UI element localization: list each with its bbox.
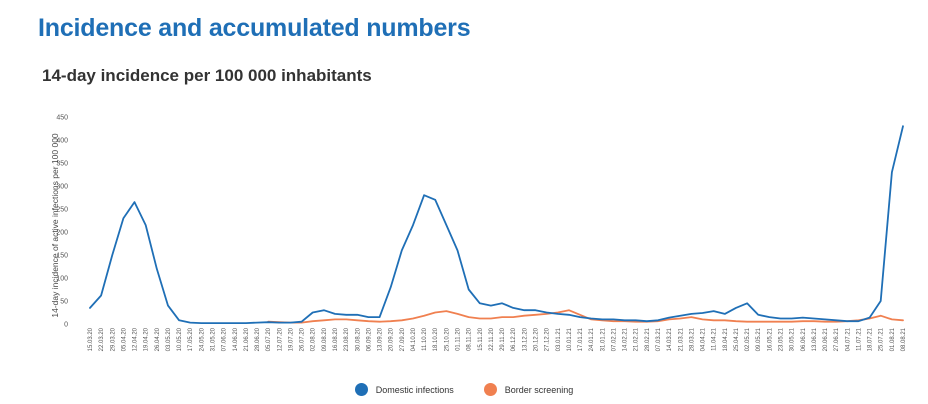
page-title: Incidence and accumulated numbers xyxy=(38,14,471,42)
x-tick-label: 25.04.21 xyxy=(734,327,740,351)
x-tick-label: 05.07.20 xyxy=(266,327,272,351)
x-tick-label: 26.04.20 xyxy=(155,327,161,351)
y-tick-label: 300 xyxy=(56,184,68,191)
y-tick-label: 350 xyxy=(56,161,68,168)
x-tick-label: 24.05.20 xyxy=(199,327,205,351)
y-tick-label: 200 xyxy=(56,230,68,237)
x-tick-label: 08.11.20 xyxy=(467,327,473,351)
x-tick-label: 11.07.21 xyxy=(856,327,862,351)
x-tick-label: 13.06.21 xyxy=(812,327,818,351)
x-tick-label: 14.02.21 xyxy=(623,327,629,351)
x-tick-label: 20.09.20 xyxy=(389,327,395,351)
x-tick-label: 20.06.21 xyxy=(823,327,829,351)
x-tick-label: 30.05.21 xyxy=(790,327,796,351)
x-tick-label: 10.01.21 xyxy=(567,327,573,351)
x-tick-label: 11.10.20 xyxy=(422,327,428,351)
x-tick-label: 19.04.20 xyxy=(144,327,150,351)
x-tick-label: 06.09.20 xyxy=(366,327,372,351)
chart-legend: Domestic infections Border screening xyxy=(0,383,928,396)
x-tick-label: 06.06.21 xyxy=(801,327,807,351)
x-tick-label: 02.08.20 xyxy=(311,327,317,351)
x-tick-label: 22.11.20 xyxy=(489,327,495,351)
y-axis-title: 14-day incidence of active infections pe… xyxy=(50,133,60,318)
x-tick-label: 15.11.20 xyxy=(478,327,484,351)
x-tick-label: 22.03.20 xyxy=(99,327,105,351)
x-tick-label: 11.04.21 xyxy=(712,327,718,351)
y-tick-label: 50 xyxy=(60,299,68,306)
x-tick-label: 03.05.20 xyxy=(166,327,172,351)
x-tick-label: 05.04.20 xyxy=(121,327,127,351)
x-tick-label: 18.07.21 xyxy=(868,327,874,351)
x-tick-label: 17.01.21 xyxy=(578,327,584,351)
x-tick-label: 28.03.21 xyxy=(689,327,695,351)
x-tick-label: 21.02.21 xyxy=(634,327,640,351)
x-tick-label: 02.05.21 xyxy=(745,327,751,351)
x-tick-label: 15.03.20 xyxy=(88,327,94,351)
x-tick-label: 14.03.21 xyxy=(667,327,673,351)
x-tick-label: 30.08.20 xyxy=(355,327,361,351)
x-tick-label: 28.02.21 xyxy=(645,327,651,351)
x-tick-label: 25.10.20 xyxy=(444,327,450,351)
x-tick-label: 12.04.20 xyxy=(133,327,139,351)
x-tick-label: 20.12.20 xyxy=(533,327,539,351)
x-tick-label: 04.04.21 xyxy=(701,327,707,351)
x-tick-label: 18.04.21 xyxy=(723,327,729,351)
x-tick-label: 01.08.21 xyxy=(890,327,896,351)
x-tick-label: 27.09.20 xyxy=(400,327,406,351)
x-tick-label: 31.01.21 xyxy=(600,327,606,351)
x-tick-label: 29.03.20 xyxy=(110,327,116,351)
y-tick-label: 150 xyxy=(56,253,68,260)
x-tick-label: 04.10.20 xyxy=(411,327,417,351)
x-tick-label: 28.06.20 xyxy=(255,327,261,351)
x-tick-label: 09.08.20 xyxy=(322,327,328,351)
series-line-domestic xyxy=(89,125,904,324)
x-tick-label: 25.07.21 xyxy=(879,327,885,351)
x-tick-label: 13.12.20 xyxy=(522,327,528,351)
x-tick-label: 26.07.20 xyxy=(300,327,306,351)
x-tick-label: 21.03.21 xyxy=(678,327,684,351)
x-tick-label: 07.03.21 xyxy=(656,327,662,351)
x-tick-label: 13.09.20 xyxy=(378,327,384,351)
y-tick-label: 0 xyxy=(64,322,68,329)
x-tick-label: 16.08.20 xyxy=(333,327,339,351)
x-tick-label: 24.01.21 xyxy=(589,327,595,351)
x-tick-label: 01.11.20 xyxy=(456,327,462,351)
x-tick-label: 29.11.20 xyxy=(500,327,506,351)
x-tick-label: 09.05.21 xyxy=(756,327,762,351)
x-tick-label: 27.12.20 xyxy=(545,327,551,351)
x-tick-label: 23.05.21 xyxy=(778,327,784,351)
x-tick-label: 03.01.21 xyxy=(556,327,562,351)
x-tick-label: 04.07.21 xyxy=(845,327,851,351)
chart-title: 14-day incidence per 100 000 inhabitants xyxy=(42,66,372,85)
y-tick-label: 450 xyxy=(56,115,68,122)
x-tick-label: 31.05.20 xyxy=(211,327,217,351)
legend-item-border[interactable]: Border screening xyxy=(483,383,574,396)
x-tick-label: 17.05.20 xyxy=(188,327,194,351)
x-tick-label: 07.02.21 xyxy=(611,327,617,351)
legend-swatch-domestic xyxy=(354,383,368,396)
legend-label-domestic: Domestic infections xyxy=(375,384,454,395)
x-tick-label: 19.07.20 xyxy=(288,327,294,351)
legend-swatch-border xyxy=(483,383,497,396)
x-tick-label: 27.06.21 xyxy=(834,327,840,351)
y-tick-label: 400 xyxy=(56,138,68,145)
legend-label-border: Border screening xyxy=(504,384,574,395)
x-tick-label: 06.12.20 xyxy=(511,327,517,351)
x-tick-label: 10.05.20 xyxy=(177,327,183,351)
legend-item-domestic[interactable]: Domestic infections xyxy=(354,383,454,396)
x-tick-label: 18.10.20 xyxy=(433,327,439,351)
x-tick-label: 08.08.21 xyxy=(901,327,907,351)
y-tick-label: 100 xyxy=(56,276,68,283)
x-tick-label: 16.05.21 xyxy=(767,327,773,351)
x-tick-label: 23.08.20 xyxy=(344,327,350,351)
x-tick-label: 14.06.20 xyxy=(233,327,239,351)
x-tick-label: 21.06.20 xyxy=(244,327,250,351)
x-tick-label: 12.07.20 xyxy=(277,327,283,351)
x-tick-label: 07.06.20 xyxy=(222,327,228,351)
y-tick-label: 250 xyxy=(56,207,68,214)
